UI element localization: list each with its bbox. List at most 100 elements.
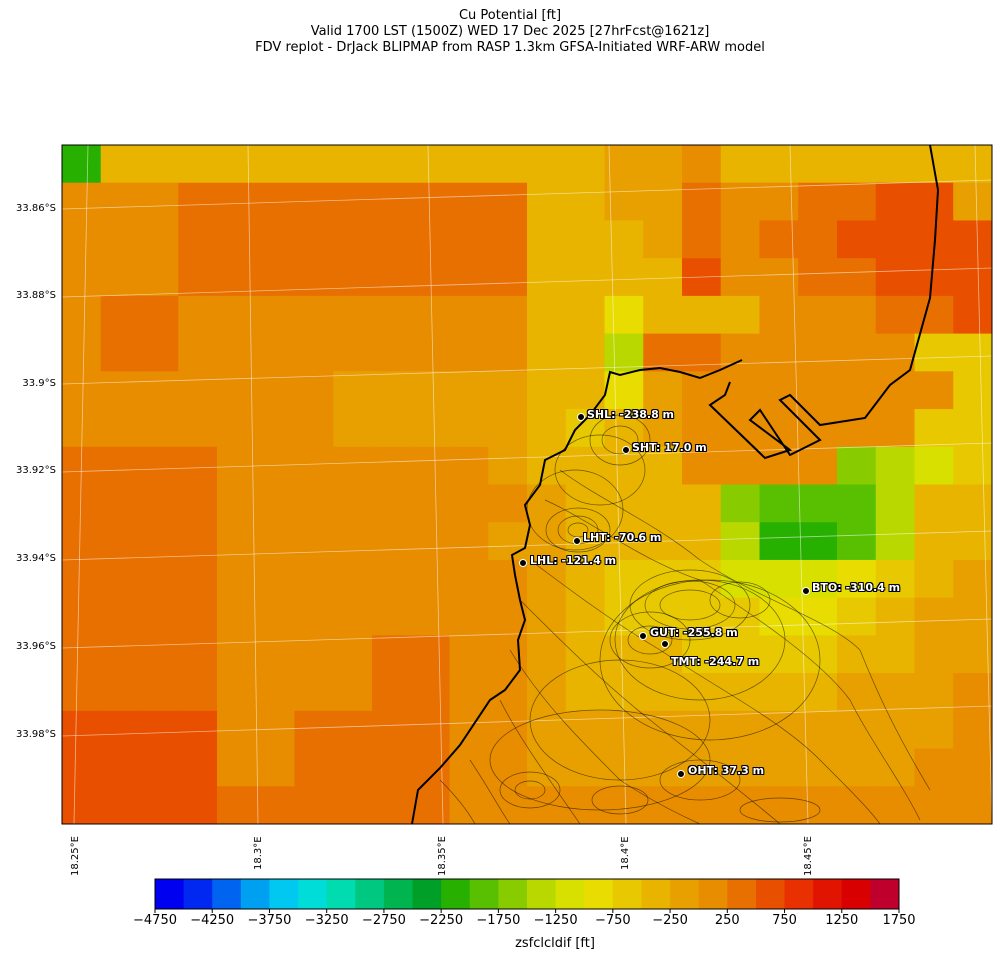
- field-cell: [720, 145, 761, 184]
- field-cell: [410, 559, 451, 599]
- field-cell: [759, 258, 799, 297]
- field-cell: [604, 484, 644, 523]
- field-cell: [449, 182, 489, 222]
- colorbar-swatch: [698, 879, 728, 909]
- field-cell: [837, 484, 877, 523]
- field-cell: [62, 484, 102, 523]
- field-cell: [449, 409, 489, 448]
- field-cell: [720, 748, 761, 787]
- field-cell: [449, 145, 489, 184]
- field-cell: [294, 559, 334, 599]
- field-cell: [527, 371, 567, 410]
- field-cell: [217, 748, 257, 787]
- field-cell: [759, 748, 799, 787]
- field-cell: [604, 559, 644, 599]
- field-cell: [294, 333, 334, 372]
- field-cell: [410, 145, 451, 184]
- stations-layer: [519, 413, 810, 778]
- field-cell: [410, 673, 451, 712]
- colorbar-frame: [154, 878, 900, 910]
- field-cell: [565, 597, 606, 636]
- station-label-lht: LHT: -70.6 m: [583, 531, 662, 544]
- field-cell: [604, 673, 644, 712]
- field-cell: [62, 559, 102, 599]
- field-cell: [837, 182, 877, 222]
- colorbar-tick-label: −3750: [247, 913, 292, 928]
- field-cell: [643, 258, 683, 297]
- station-dot-gut: [639, 632, 647, 640]
- field-cell: [759, 597, 799, 636]
- field-cell: [565, 748, 606, 787]
- field-cell: [255, 597, 296, 636]
- field-cell: [875, 333, 916, 372]
- field-cell: [178, 333, 218, 372]
- station-dot-shl: [577, 413, 585, 421]
- colorbar-swatch: [612, 879, 642, 909]
- field-cell: [449, 371, 489, 410]
- field-cell: [372, 145, 412, 184]
- field-cell: [139, 258, 179, 297]
- field-cell: [914, 559, 954, 599]
- field-cell: [100, 559, 141, 599]
- meridian-line: [789, 145, 809, 824]
- lon-label: 18.35°E: [437, 836, 448, 876]
- field-cell: [178, 635, 218, 674]
- field-cell: [294, 409, 334, 448]
- field-cell: [875, 182, 916, 222]
- field-cell: [565, 220, 606, 259]
- field-cell: [333, 748, 373, 787]
- lat-label: 33.9°S: [22, 378, 56, 389]
- colorbar-swatch: [412, 879, 442, 909]
- field-cell: [333, 333, 373, 372]
- field-cell: [100, 182, 141, 222]
- lon-label: 18.3°E: [253, 836, 264, 870]
- field-cell: [139, 409, 179, 448]
- field-cell: [333, 182, 373, 222]
- field-cell: [953, 710, 992, 750]
- field-cell: [178, 522, 218, 561]
- field-cell: [294, 145, 334, 184]
- title-line-2: Valid 1700 LST (1500Z) WED 17 Dec 2025 […: [310, 24, 710, 39]
- field-cell: [875, 786, 916, 824]
- field-cell: [372, 333, 412, 372]
- field-cell: [488, 182, 528, 222]
- field-cell: [139, 522, 179, 561]
- field-cell: [488, 145, 528, 184]
- field-cell: [527, 559, 567, 599]
- field-cell: [62, 182, 102, 222]
- field-cell: [875, 145, 916, 184]
- field-cell: [178, 673, 218, 712]
- station-label-sht: SHT: 17.0 m: [632, 441, 707, 454]
- station-dot-oht: [677, 770, 685, 778]
- field-cell: [875, 446, 916, 486]
- field-cell: [953, 522, 992, 561]
- field-cell: [875, 484, 916, 523]
- field-cell: [449, 673, 489, 712]
- field-cell: [139, 597, 179, 636]
- field-cell: [837, 446, 877, 486]
- field-cell: [953, 559, 992, 599]
- field-cell: [217, 597, 257, 636]
- field-cell: [62, 635, 102, 674]
- field-cell: [178, 220, 218, 259]
- field-cell: [62, 748, 102, 787]
- field-cell: [682, 295, 722, 335]
- field-cell: [759, 295, 799, 335]
- colorbar: [154, 878, 900, 913]
- field-cell: [527, 786, 567, 824]
- field-cell: [100, 710, 141, 750]
- field-cell: [333, 522, 373, 561]
- field-cell: [720, 258, 761, 297]
- field-cell: [914, 786, 954, 824]
- field-cell: [682, 786, 722, 824]
- field-cell: [372, 182, 412, 222]
- field-cell: [372, 635, 412, 674]
- title-line-3: FDV replot - DrJack BLIPMAP from RASP 1.…: [255, 40, 765, 55]
- field-cell: [953, 635, 992, 674]
- field-cell: [720, 597, 761, 636]
- field-cell: [449, 333, 489, 372]
- chart-title: Cu Potential [ft] Valid 1700 LST (1500Z)…: [0, 8, 1001, 56]
- field-cell: [798, 182, 838, 222]
- station-dot-tmt: [661, 640, 669, 648]
- station-label-tmt: TMT: -244.7 m: [671, 655, 760, 668]
